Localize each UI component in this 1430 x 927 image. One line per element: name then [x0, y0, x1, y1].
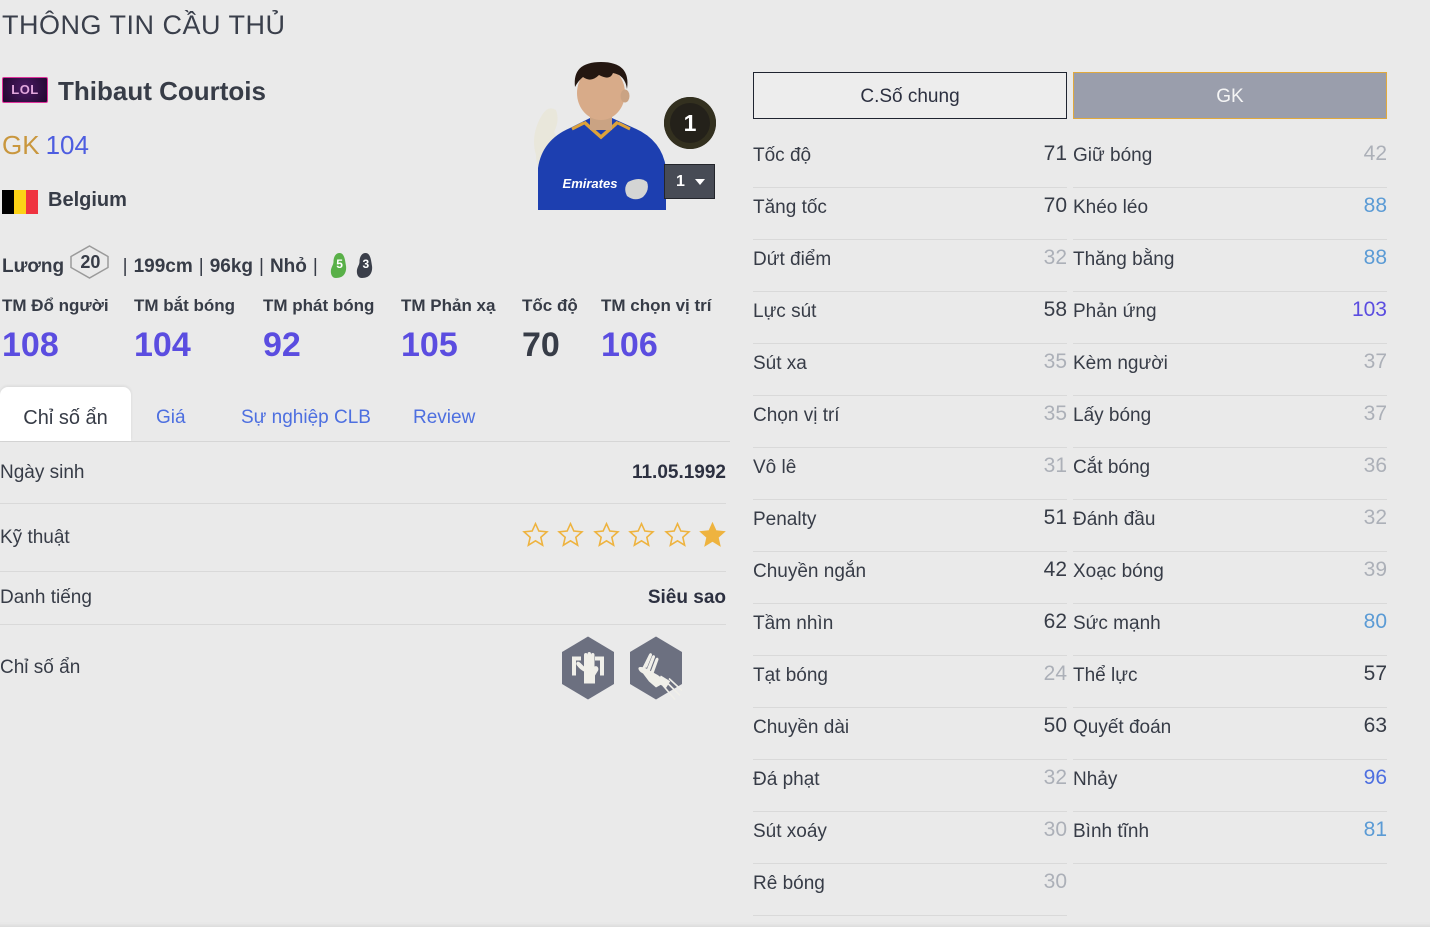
svg-text:Emirates: Emirates [563, 176, 618, 191]
